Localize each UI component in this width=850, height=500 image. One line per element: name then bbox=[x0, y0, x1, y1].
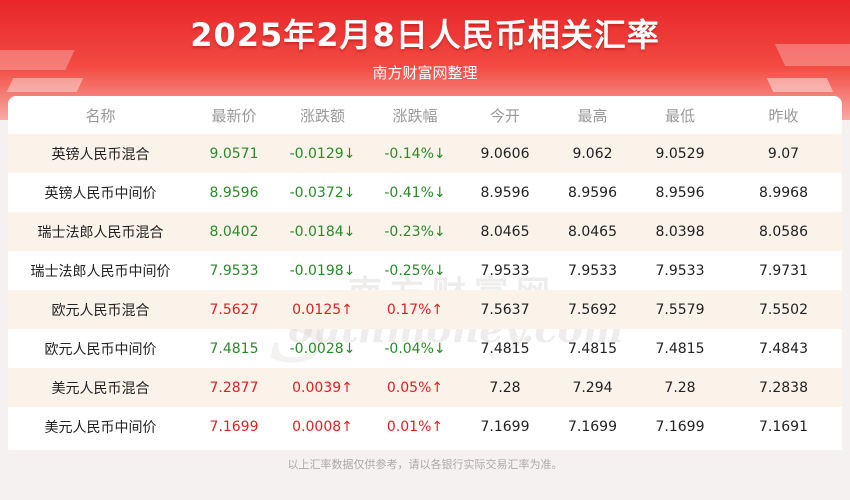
page-subtitle: 南方财富网整理 bbox=[372, 64, 478, 82]
open-price: 8.9596 bbox=[480, 184, 530, 201]
change-percent: 0.01%↑ bbox=[386, 418, 444, 435]
rate-name: 欧元人民币混合 bbox=[8, 290, 193, 329]
rates-panel: S 南方财富网 outhmoney.com 名称 最新价 涨跌额 涨跌幅 今开 … bbox=[8, 96, 842, 450]
header-change-pct: 涨跌幅 bbox=[392, 106, 438, 125]
high-price: 8.0465 bbox=[550, 212, 635, 251]
change-amount: 0.0125↑ bbox=[275, 290, 370, 329]
page-title: 2025年2月8日人民币相关汇率 bbox=[190, 16, 660, 54]
prev-close: 7.2838 bbox=[725, 368, 842, 407]
rate-name: 瑞士法郎人民币混合 bbox=[8, 212, 193, 251]
table-row: 瑞士法郎人民币中间价 7.9533 -0.0198↓ -0.25%↓ 7.9533 7.9… bbox=[8, 251, 842, 290]
prev-close: 8.0586 bbox=[725, 212, 842, 251]
prev-close: 9.07 bbox=[725, 134, 842, 173]
table-header-row: 名称 最新价 涨跌额 涨跌幅 今开 最高 最低 昨收 bbox=[8, 96, 842, 134]
rate-name: 美元人民币混合 bbox=[8, 368, 193, 407]
header-low: 最低 bbox=[664, 106, 695, 125]
latest-price: 9.0571 bbox=[193, 134, 275, 173]
prev-close: 7.1691 bbox=[759, 418, 808, 435]
rates-table: 名称 最新价 涨跌额 涨跌幅 今开 最高 最低 昨收 英镑人民币混合 9.0571… bbox=[8, 96, 842, 446]
disclaimer-note: 以上汇率数据仅供参考，请以各银行实际交易汇率为准。 bbox=[287, 458, 563, 471]
table-row: 英镑人民币混合 9.0571 -0.0129↓ -0.14%↓ 9.0606 9.062 9… bbox=[8, 134, 842, 173]
high-price: 7.1699 bbox=[568, 418, 617, 435]
open-price: 7.4815 bbox=[480, 340, 530, 357]
change-percent: -0.23%↓ bbox=[370, 212, 460, 251]
rate-name: 英镑人民币混合 bbox=[8, 134, 193, 173]
open-price: 9.0606 bbox=[460, 134, 550, 173]
latest-price: 7.5627 bbox=[193, 290, 275, 329]
table-row: 美元人民币混合 7.2877 0.0039↑ 0.05%↑ 7.28 7.294 7.28 7… bbox=[8, 368, 842, 407]
header-latest: 最新价 bbox=[211, 106, 257, 125]
change-percent: 0.17%↑ bbox=[370, 290, 460, 329]
header-prev-close: 昨收 bbox=[768, 106, 799, 125]
low-price: 8.0398 bbox=[635, 212, 725, 251]
low-price: 7.28 bbox=[635, 368, 725, 407]
change-amount: -0.0028↓ bbox=[289, 340, 356, 357]
latest-price: 7.2877 bbox=[193, 368, 275, 407]
rate-name: 瑞士法郎人民币中间价 bbox=[30, 263, 171, 280]
open-price: 7.1699 bbox=[480, 418, 530, 435]
table-row: 欧元人民币中间价 7.4815 -0.0028↓ -0.04%↓ 7.4815 7.481… bbox=[8, 329, 842, 368]
low-price: 7.4815 bbox=[655, 340, 705, 357]
high-price: 7.9533 bbox=[568, 262, 617, 279]
table-row: 美元人民币中间价 7.1699 0.0008↑ 0.01%↑ 7.1699 7.1699 7… bbox=[8, 407, 842, 446]
high-price: 9.062 bbox=[550, 134, 635, 173]
change-percent: -0.04%↓ bbox=[384, 340, 446, 357]
change-amount: -0.0184↓ bbox=[275, 212, 370, 251]
prev-close: 8.9968 bbox=[759, 184, 808, 201]
change-percent: 0.05%↑ bbox=[370, 368, 460, 407]
high-price: 7.294 bbox=[550, 368, 635, 407]
low-price: 7.1699 bbox=[655, 418, 705, 435]
latest-price: 7.1699 bbox=[209, 418, 259, 435]
open-price: 8.0465 bbox=[460, 212, 550, 251]
header-name: 名称 bbox=[85, 106, 116, 125]
open-price: 7.9533 bbox=[480, 262, 530, 279]
table-row: 欧元人民币混合 7.5627 0.0125↑ 0.17%↑ 7.5637 7.5692 7.… bbox=[8, 290, 842, 329]
low-price: 9.0529 bbox=[635, 134, 725, 173]
latest-price: 8.9596 bbox=[209, 184, 259, 201]
prev-close: 7.4843 bbox=[759, 340, 808, 357]
change-amount: 0.0008↑ bbox=[292, 418, 353, 435]
low-price: 7.5579 bbox=[635, 290, 725, 329]
latest-price: 7.9533 bbox=[209, 262, 259, 279]
latest-price: 7.4815 bbox=[209, 340, 259, 357]
open-price: 7.28 bbox=[460, 368, 550, 407]
change-amount: -0.0198↓ bbox=[289, 262, 356, 279]
rate-name: 英镑人民币中间价 bbox=[44, 185, 157, 202]
open-price: 7.5637 bbox=[460, 290, 550, 329]
table-row: 瑞士法郎人民币混合 8.0402 -0.0184↓ -0.23%↓ 8.0465 8.04… bbox=[8, 212, 842, 251]
latest-price: 8.0402 bbox=[193, 212, 275, 251]
high-price: 7.4815 bbox=[568, 340, 617, 357]
change-percent: -0.14%↓ bbox=[370, 134, 460, 173]
change-amount: -0.0372↓ bbox=[289, 184, 356, 201]
low-price: 8.9596 bbox=[655, 184, 705, 201]
high-price: 8.9596 bbox=[568, 184, 617, 201]
rate-name: 欧元人民币中间价 bbox=[44, 341, 157, 358]
low-price: 7.9533 bbox=[655, 262, 705, 279]
change-amount: -0.0129↓ bbox=[275, 134, 370, 173]
rate-name: 美元人民币中间价 bbox=[44, 419, 157, 436]
change-percent: -0.41%↓ bbox=[384, 184, 446, 201]
header-change: 涨跌额 bbox=[299, 106, 345, 125]
header-open: 今开 bbox=[489, 106, 520, 125]
change-amount: 0.0039↑ bbox=[275, 368, 370, 407]
prev-close: 7.5502 bbox=[725, 290, 842, 329]
prev-close: 7.9731 bbox=[759, 262, 808, 279]
change-percent: -0.25%↓ bbox=[384, 262, 446, 279]
header-high: 最高 bbox=[577, 106, 608, 125]
table-row: 英镑人民币中间价 8.9596 -0.0372↓ -0.41%↓ 8.9596 8.959… bbox=[8, 173, 842, 212]
high-price: 7.5692 bbox=[550, 290, 635, 329]
